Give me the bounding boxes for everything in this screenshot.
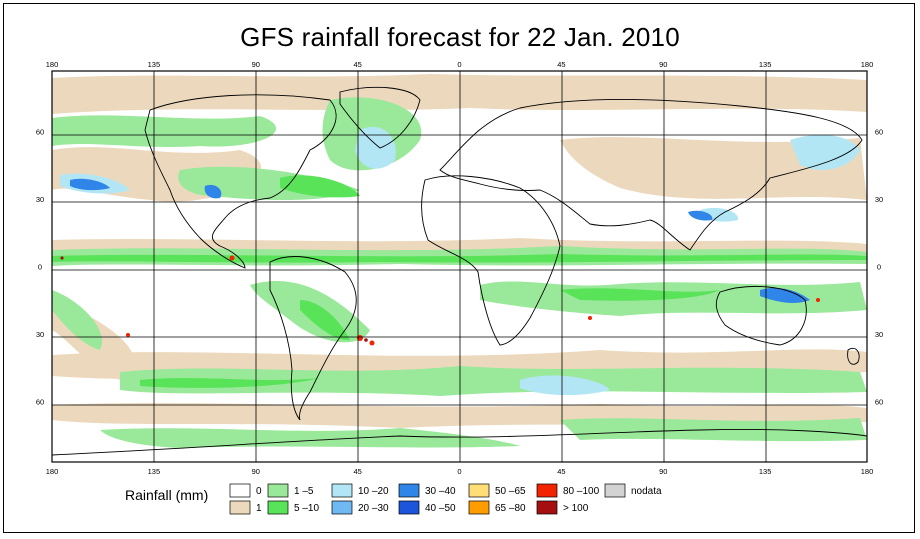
australia [715, 286, 807, 346]
legend-swatch [267, 483, 289, 498]
legend-label: 5 –10 [294, 503, 319, 514]
right-lat-label: 30 [875, 195, 883, 204]
top-lon-label: 45 [557, 60, 565, 69]
africa [421, 175, 561, 346]
bottom-lon-label: 135 [759, 467, 772, 476]
legend-swatch [398, 483, 420, 498]
legend-swatch [604, 483, 626, 498]
rainfall-field [52, 71, 867, 462]
europe-asia [439, 99, 863, 251]
top-lon-label: 90 [659, 60, 667, 69]
bottom-lon-label: 45 [353, 467, 361, 476]
legend-swatch [229, 483, 251, 498]
graticule [52, 71, 867, 462]
top-lon-label: 180 [861, 60, 874, 69]
rain-band-80-100mm [126, 255, 820, 346]
top-lon-label: 90 [252, 60, 260, 69]
figure-frame [3, 3, 915, 533]
rain-band-10-20mm [60, 126, 860, 396]
tick-labels: 180 180 135 135 90 90 45 45 0 0 45 45 90 90 135 135 180 1… [36, 60, 883, 476]
map-border [51, 70, 868, 463]
legend-swatch [536, 500, 558, 515]
legend-label: 1 [256, 503, 262, 514]
right-lat-label: 30 [875, 330, 883, 339]
bottom-lon-label: 90 [252, 467, 260, 476]
coastlines [52, 86, 867, 456]
legend-items: 0 1 1 –5 5 –10 10 –20 20 –30 30 –40 40 –50 50 –6… [229, 483, 662, 515]
rain-band-30-40mm [70, 178, 810, 303]
top-lon-label: 180 [46, 60, 59, 69]
south-america [269, 256, 357, 421]
left-lat-label: 60 [36, 397, 44, 406]
legend-swatch [468, 483, 490, 498]
legend-swatch [331, 483, 353, 498]
left-lat-label: 0 [38, 263, 42, 272]
legend-swatch [267, 500, 289, 515]
left-lat-label: 30 [36, 195, 44, 204]
top-lon-label: 45 [353, 60, 361, 69]
new-zealand [847, 347, 860, 365]
legend-label: 40 –50 [425, 503, 456, 514]
legend-title: Rainfall (mm) [125, 487, 208, 503]
top-lon-label: 135 [759, 60, 772, 69]
legend-swatch [229, 500, 251, 515]
legend-label: > 100 [563, 503, 589, 514]
top-lon-label: 135 [148, 60, 161, 69]
left-lat-label: 30 [36, 330, 44, 339]
bottom-lon-label: 180 [46, 467, 59, 476]
legend-swatch [331, 500, 353, 515]
bottom-lon-label: 90 [659, 467, 667, 476]
bottom-lon-label: 45 [557, 467, 565, 476]
legend-label: 20 –30 [358, 503, 389, 514]
map-title: GFS rainfall forecast for 22 Jan. 2010 [240, 22, 680, 52]
legend-label: 10 –20 [358, 486, 389, 497]
legend-label: 65 –80 [495, 503, 526, 514]
north-america [144, 94, 337, 269]
legend-label: nodata [631, 486, 662, 497]
top-lon-label: 0 [457, 60, 461, 69]
legend-label: 80 –100 [563, 486, 600, 497]
bottom-lon-label: 180 [861, 467, 874, 476]
legend-label: 1 –5 [294, 486, 314, 497]
greenland [339, 86, 421, 149]
right-lat-label: 60 [875, 397, 883, 406]
legend-swatch [536, 483, 558, 498]
right-lat-label: 0 [877, 263, 881, 272]
bottom-lon-label: 135 [148, 467, 161, 476]
legend-label: 30 –40 [425, 486, 456, 497]
legend-swatch [398, 500, 420, 515]
rain-band-over-100mm [60, 256, 368, 342]
legend-label: 50 –65 [495, 486, 526, 497]
right-lat-label: 60 [875, 128, 883, 137]
bottom-lon-label: 0 [457, 467, 461, 476]
legend-swatch [468, 500, 490, 515]
left-lat-label: 60 [36, 128, 44, 137]
antarctica [52, 429, 867, 456]
legend-label: 0 [256, 486, 262, 497]
